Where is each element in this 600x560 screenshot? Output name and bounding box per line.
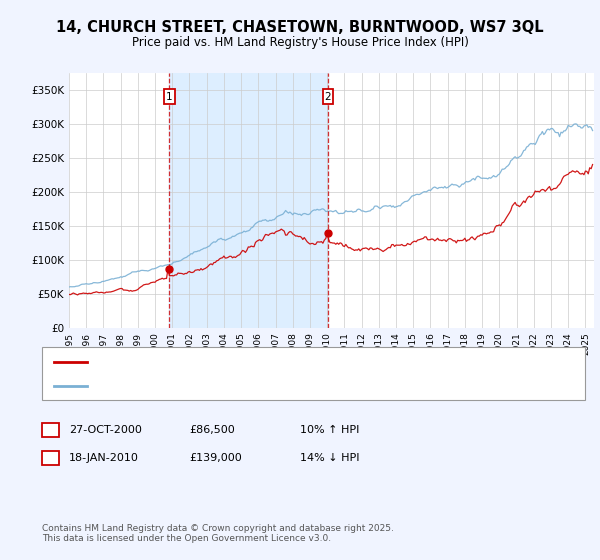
- Text: 10% ↑ HPI: 10% ↑ HPI: [300, 425, 359, 435]
- Text: 14% ↓ HPI: 14% ↓ HPI: [300, 453, 359, 463]
- Text: Contains HM Land Registry data © Crown copyright and database right 2025.
This d: Contains HM Land Registry data © Crown c…: [42, 524, 394, 543]
- Text: 2: 2: [47, 453, 54, 463]
- Text: Price paid vs. HM Land Registry's House Price Index (HPI): Price paid vs. HM Land Registry's House …: [131, 36, 469, 49]
- Text: £139,000: £139,000: [189, 453, 242, 463]
- Text: 14, CHURCH STREET, CHASETOWN, BURNTWOOD, WS7 3QL (semi-detached house): 14, CHURCH STREET, CHASETOWN, BURNTWOOD,…: [93, 357, 503, 367]
- Text: 14, CHURCH STREET, CHASETOWN, BURNTWOOD, WS7 3QL: 14, CHURCH STREET, CHASETOWN, BURNTWOOD,…: [56, 20, 544, 35]
- Text: 1: 1: [47, 425, 54, 435]
- Text: 2: 2: [325, 92, 331, 101]
- Text: 1: 1: [166, 92, 172, 101]
- Text: £86,500: £86,500: [189, 425, 235, 435]
- Text: 18-JAN-2010: 18-JAN-2010: [69, 453, 139, 463]
- Bar: [169, 73, 328, 328]
- Text: 27-OCT-2000: 27-OCT-2000: [69, 425, 142, 435]
- Text: HPI: Average price, semi-detached house, Lichfield: HPI: Average price, semi-detached house,…: [93, 380, 341, 390]
